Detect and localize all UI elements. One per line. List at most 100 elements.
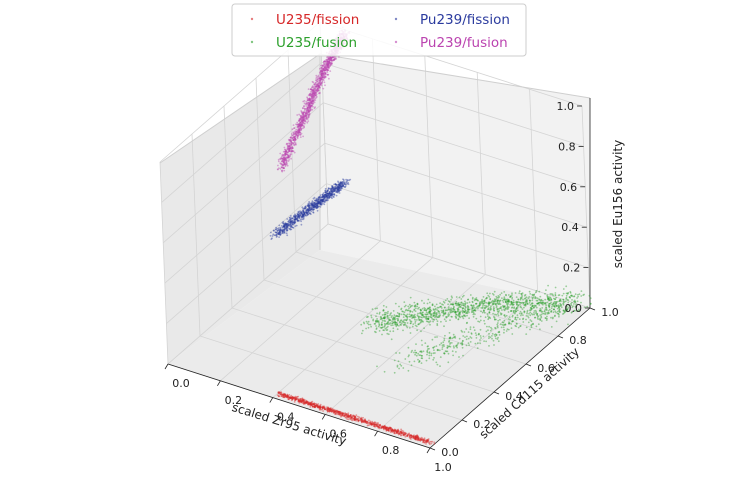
- point-u235-fission: [294, 397, 297, 399]
- point-u235-fusion: [420, 330, 422, 333]
- point-pu239-fission: [338, 192, 341, 194]
- point-u235-fusion: [544, 317, 547, 319]
- point-u235-fusion: [441, 348, 444, 350]
- point-u235-fusion: [413, 316, 416, 319]
- point-pu239-fission: [296, 219, 299, 222]
- point-u235-fusion: [503, 324, 506, 326]
- point-u235-fusion: [449, 309, 451, 312]
- point-u235-fusion: [454, 315, 457, 318]
- y-tick-mark: [493, 391, 500, 395]
- point-u235-fusion: [489, 292, 491, 295]
- point-u235-fission: [389, 428, 392, 431]
- point-pu239-fusion: [287, 155, 290, 157]
- point-u235-fusion: [420, 309, 422, 312]
- point-u235-fission: [339, 413, 342, 415]
- point-u235-fusion: [556, 307, 559, 310]
- point-u235-fission: [413, 434, 415, 437]
- point-pu239-fission: [317, 200, 320, 203]
- point-u235-fission: [305, 401, 307, 404]
- point-pu239-fission: [286, 234, 289, 237]
- point-u235-fusion: [501, 309, 503, 311]
- point-u235-fusion: [489, 317, 492, 320]
- point-pu239-fission: [309, 213, 312, 216]
- point-u235-fusion: [512, 301, 514, 304]
- point-pu239-fusion: [328, 58, 331, 61]
- point-u235-fusion: [538, 290, 541, 293]
- point-u235-fusion: [455, 316, 457, 319]
- point-u235-fusion: [558, 308, 561, 311]
- point-u235-fusion: [530, 308, 533, 311]
- point-u235-fission: [378, 426, 381, 429]
- point-u235-fusion: [399, 363, 402, 366]
- point-u235-fusion: [479, 304, 482, 306]
- point-u235-fusion: [539, 301, 541, 304]
- point-u235-fission: [349, 414, 351, 417]
- point-u235-fusion: [453, 346, 455, 349]
- point-u235-fission: [422, 439, 425, 442]
- point-u235-fusion: [512, 303, 515, 306]
- point-pu239-fission: [289, 224, 291, 226]
- point-u235-fission: [361, 419, 364, 422]
- point-u235-fusion: [458, 304, 461, 306]
- point-pu239-fusion: [309, 94, 311, 96]
- point-u235-fission: [399, 432, 402, 435]
- point-u235-fusion: [378, 323, 381, 326]
- grid-line: [231, 307, 495, 393]
- point-u235-fusion: [451, 316, 453, 318]
- point-u235-fission: [301, 397, 304, 400]
- point-u235-fission: [383, 428, 385, 431]
- point-u235-fusion: [568, 304, 570, 307]
- point-u235-fission: [309, 406, 312, 408]
- point-u235-fission: [318, 408, 321, 411]
- point-u235-fusion: [457, 306, 460, 309]
- point-u235-fission: [364, 420, 367, 423]
- point-u235-fusion: [503, 328, 505, 331]
- point-u235-fission: [403, 432, 406, 435]
- point-u235-fusion: [458, 315, 460, 318]
- point-u235-fusion: [505, 330, 508, 332]
- point-u235-fusion: [407, 309, 410, 312]
- point-pu239-fusion: [311, 85, 314, 87]
- point-u235-fusion: [440, 342, 443, 345]
- point-u235-fusion: [400, 322, 403, 324]
- point-u235-fusion: [548, 298, 550, 301]
- grid-line: [223, 105, 233, 309]
- point-u235-fusion: [429, 313, 432, 316]
- point-u235-fusion: [453, 308, 456, 311]
- point-pu239-fission: [293, 218, 296, 221]
- point-u235-fusion: [445, 309, 448, 311]
- point-pu239-fusion: [325, 76, 327, 78]
- point-u235-fusion: [486, 325, 488, 328]
- point-pu239-fusion: [290, 140, 292, 143]
- point-u235-fission: [327, 406, 330, 409]
- point-u235-fusion: [530, 312, 533, 315]
- point-u235-fission: [304, 400, 306, 403]
- point-u235-fusion: [414, 304, 417, 307]
- point-u235-fusion: [502, 298, 505, 301]
- point-u235-fission: [381, 426, 384, 428]
- point-u235-fission: [353, 415, 355, 417]
- point-u235-fusion: [392, 327, 395, 330]
- point-u235-fusion: [414, 322, 417, 324]
- point-u235-fusion: [417, 352, 419, 355]
- point-u235-fusion: [419, 318, 422, 321]
- point-u235-fusion: [466, 335, 468, 338]
- point-u235-fission: [301, 400, 304, 402]
- point-u235-fission: [309, 402, 311, 405]
- point-pu239-fusion: [293, 140, 296, 143]
- point-u235-fusion: [375, 315, 377, 318]
- point-u235-fusion: [432, 309, 435, 311]
- point-u235-fusion: [392, 321, 395, 324]
- point-u235-fusion: [491, 335, 493, 337]
- point-pu239-fission: [297, 215, 300, 218]
- point-u235-fusion: [415, 343, 417, 345]
- point-u235-fission: [415, 437, 418, 440]
- point-u235-fusion: [549, 293, 552, 295]
- point-u235-fission: [332, 410, 335, 413]
- point-u235-fusion: [517, 298, 520, 301]
- point-u235-fission: [406, 434, 409, 437]
- point-pu239-fission: [312, 211, 314, 214]
- point-u235-fission: [386, 428, 389, 430]
- point-u235-fusion: [473, 309, 475, 312]
- point-u235-fission: [398, 433, 401, 435]
